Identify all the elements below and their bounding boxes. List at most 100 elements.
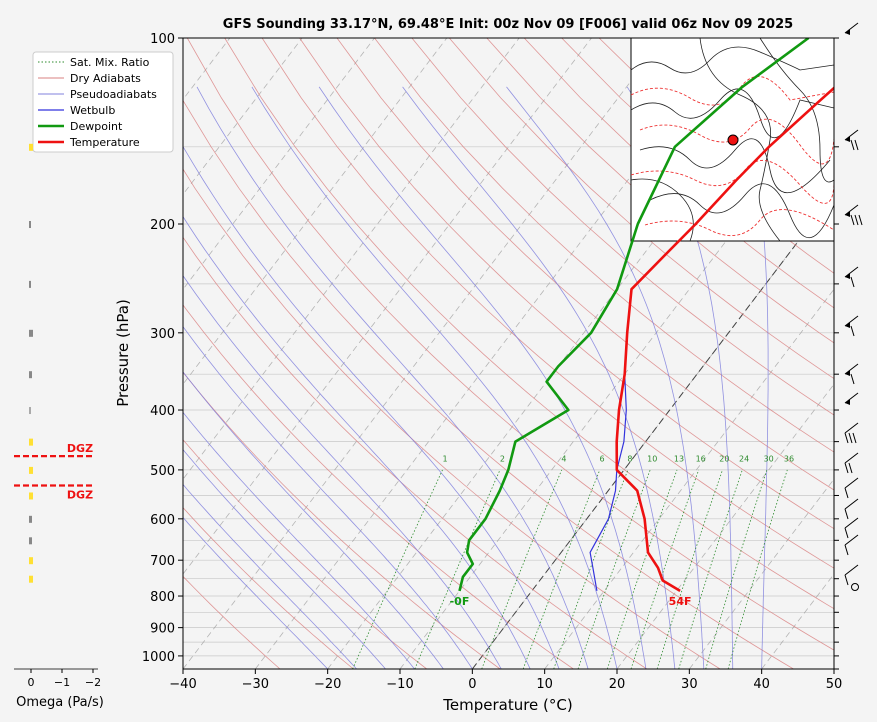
- omega-bar: [29, 466, 33, 474]
- dry-adiabat: [183, 236, 648, 669]
- wind-barb: [844, 517, 859, 539]
- temperature-line: [615, 86, 834, 593]
- dry-adiabat: [411, 38, 834, 416]
- y-axis-label: Pressure (hPa): [114, 299, 132, 407]
- pseudoadiabat: [183, 411, 415, 669]
- y-tick-label: 700: [150, 554, 175, 569]
- mixing-ratio-line: [630, 469, 700, 669]
- isotherm: [183, 38, 448, 385]
- map-contour: [639, 118, 835, 165]
- wind-barb-feather: [844, 487, 849, 499]
- omega-axis-label: Omega (Pa/s): [16, 695, 104, 710]
- wind-barb: [844, 452, 859, 474]
- omega-bar: [29, 143, 33, 151]
- wind-barb-staff: [844, 422, 859, 434]
- legend-label: Temperature: [69, 136, 140, 149]
- wind-barbs: [844, 22, 863, 591]
- dry-adiabat: [523, 38, 834, 309]
- map-contour: [630, 76, 835, 106]
- x-axis-label: Temperature (°C): [442, 696, 572, 714]
- chart-title: GFS Sounding 33.17°N, 69.48°E Init: 00z …: [223, 17, 793, 32]
- mixing-ratio-line: [352, 469, 443, 669]
- isotherm: [183, 38, 592, 575]
- wind-barb: [844, 534, 859, 556]
- y-tick-label: 900: [150, 622, 175, 637]
- wind-barb-feather: [848, 432, 853, 444]
- mixing-ratio-line: [606, 469, 678, 669]
- omega-bar: [29, 329, 33, 337]
- wind-barb-flag: [845, 29, 850, 35]
- omega-tick-label: −1: [54, 676, 70, 689]
- dry-adiabat: [183, 439, 427, 669]
- mixing-ratio-label: 16: [696, 454, 706, 463]
- legend-label: Sat. Mix. Ratio: [70, 56, 150, 69]
- legend-label: Wetbulb: [70, 104, 115, 117]
- omega-tick-label: −2: [85, 676, 101, 689]
- wind-barb: [844, 422, 859, 444]
- x-tick-label: 50: [826, 677, 843, 692]
- dry-adiabat: [486, 38, 834, 344]
- isotherm: [833, 668, 834, 669]
- wind-barb: [844, 315, 859, 337]
- wind-barb: [844, 498, 859, 520]
- wind-barb: [844, 477, 859, 499]
- wind-barb-staff: [844, 534, 859, 546]
- wind-barb-feather: [852, 432, 857, 444]
- wind-barb-feather: [858, 214, 863, 226]
- dry-adiabat: [448, 38, 834, 380]
- mixing-ratio-label: 36: [784, 454, 794, 463]
- isotherm: [183, 38, 665, 669]
- mixing-ratio-line: [705, 469, 768, 669]
- pseudoadiabat: [183, 516, 328, 669]
- wind-barb-staff: [844, 477, 859, 489]
- wind-barb-feather: [844, 508, 849, 520]
- pseudoadiabat: [318, 86, 647, 669]
- surface-temperature-label: 54F: [669, 595, 692, 608]
- pseudoadiabat: [183, 326, 473, 669]
- dry-adiabat: [186, 38, 834, 651]
- pseudoadiabat: [183, 483, 357, 669]
- wind-barb-feather: [854, 139, 859, 151]
- wind-barb-feather: [848, 462, 853, 474]
- dry-adiabat: [261, 38, 834, 569]
- mixing-ratio-label: 10: [647, 454, 657, 463]
- mixing-ratio-label: 2: [500, 454, 505, 463]
- dgz-label: DGZ: [67, 442, 93, 455]
- station-marker: [727, 134, 739, 146]
- wetbulb-line: [589, 289, 633, 592]
- wind-barb-staff: [844, 452, 859, 464]
- wind-barb-feather: [850, 373, 855, 385]
- mixing-ratio-label: 6: [599, 454, 604, 463]
- x-tick-label: 0: [468, 677, 476, 692]
- y-tick-label: 100: [150, 32, 175, 47]
- wind-barb: [844, 564, 859, 586]
- dry-adiabat: [183, 575, 281, 669]
- wind-barb-feather: [844, 544, 849, 556]
- mixing-ratio-line: [414, 469, 501, 669]
- mixing-ratio-line: [553, 469, 629, 669]
- omega-bar: [29, 537, 32, 545]
- omega-bar: [29, 371, 32, 379]
- surface-dewpoint-label: -0F: [450, 595, 470, 608]
- wind-barb-staff: [844, 517, 859, 529]
- wind-barb-feather: [850, 214, 855, 226]
- x-tick-label: −30: [242, 677, 269, 692]
- isotherm: [183, 38, 520, 480]
- pseudoadiabat: [183, 371, 444, 669]
- legend-label: Dry Adiabats: [70, 72, 141, 85]
- mixing-ratio-line: [727, 469, 788, 669]
- pseudoadiabat: [626, 86, 734, 669]
- omega-bar: [29, 438, 33, 446]
- x-tick-label: 10: [536, 677, 553, 692]
- mixing-ratio-label: 13: [674, 454, 684, 463]
- wind-barb: [844, 392, 859, 405]
- pseudoadiabat: [183, 449, 386, 669]
- pseudoadiabat: [183, 145, 560, 669]
- isotherm: [183, 38, 303, 196]
- map-boundary: [759, 37, 835, 183]
- map-boundary: [649, 183, 835, 238]
- legend-label: Dewpoint: [70, 120, 123, 133]
- wind-barb-flag: [845, 211, 850, 217]
- wind-barb-staff: [844, 564, 859, 576]
